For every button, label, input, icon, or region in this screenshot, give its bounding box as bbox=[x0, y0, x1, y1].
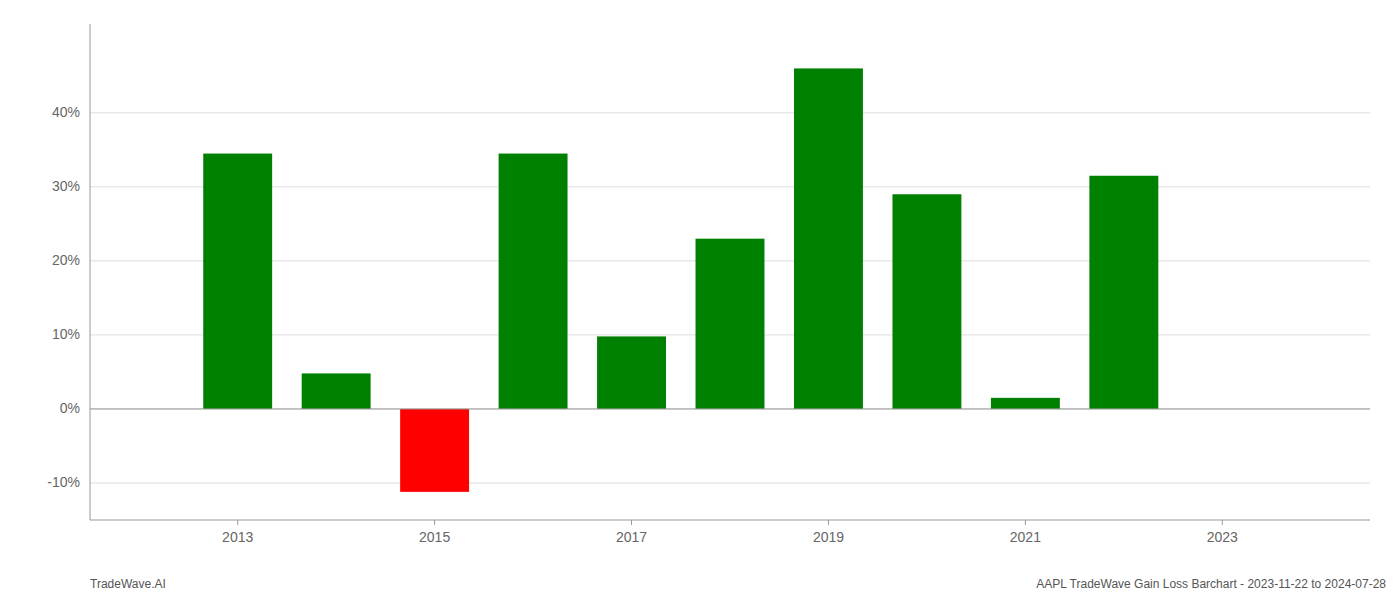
x-tick-label: 2017 bbox=[616, 529, 647, 545]
grid-line bbox=[90, 186, 1370, 187]
x-tick-label: 2013 bbox=[222, 529, 253, 545]
x-tick-label: 2023 bbox=[1207, 529, 1238, 545]
x-tick bbox=[1222, 520, 1223, 525]
bar bbox=[400, 409, 469, 492]
bar bbox=[1089, 176, 1158, 409]
grid-line bbox=[90, 408, 1370, 409]
x-tick bbox=[828, 520, 829, 525]
y-tick-label: -10% bbox=[47, 474, 80, 490]
footer-left: TradeWave.AI bbox=[90, 577, 166, 591]
x-tick bbox=[434, 520, 435, 525]
y-tick-label: 10% bbox=[52, 326, 80, 342]
y-tick-label: 40% bbox=[52, 104, 80, 120]
bar bbox=[499, 154, 568, 409]
grid-line bbox=[90, 112, 1370, 113]
grid-line bbox=[90, 482, 1370, 483]
x-tick bbox=[1025, 520, 1026, 525]
y-tick-label: 0% bbox=[60, 400, 80, 416]
bar bbox=[892, 194, 961, 409]
bar bbox=[203, 154, 272, 409]
x-axis-line bbox=[90, 520, 1370, 521]
bar bbox=[597, 336, 666, 409]
bar bbox=[991, 398, 1060, 409]
chart: -10% 0% 10% 20% 30% 40% 2013 2015 2017 2019 2021 20… bbox=[0, 0, 1400, 600]
bar bbox=[696, 239, 765, 409]
y-grid bbox=[90, 113, 1370, 483]
footer-right: AAPL TradeWave Gain Loss Barchart - 2023… bbox=[1036, 577, 1386, 591]
x-tick-label: 2019 bbox=[813, 529, 844, 545]
bar bbox=[794, 68, 863, 409]
x-tick bbox=[631, 520, 632, 525]
x-tick bbox=[237, 520, 238, 525]
x-tick-label: 2015 bbox=[419, 529, 450, 545]
y-tick-label: 30% bbox=[52, 178, 80, 194]
y-axis-line bbox=[90, 24, 91, 520]
y-tick-label: 20% bbox=[52, 252, 80, 268]
bar bbox=[302, 373, 371, 409]
x-tick-label: 2021 bbox=[1010, 529, 1041, 545]
bars bbox=[203, 68, 1158, 491]
zero-line bbox=[90, 408, 1370, 409]
